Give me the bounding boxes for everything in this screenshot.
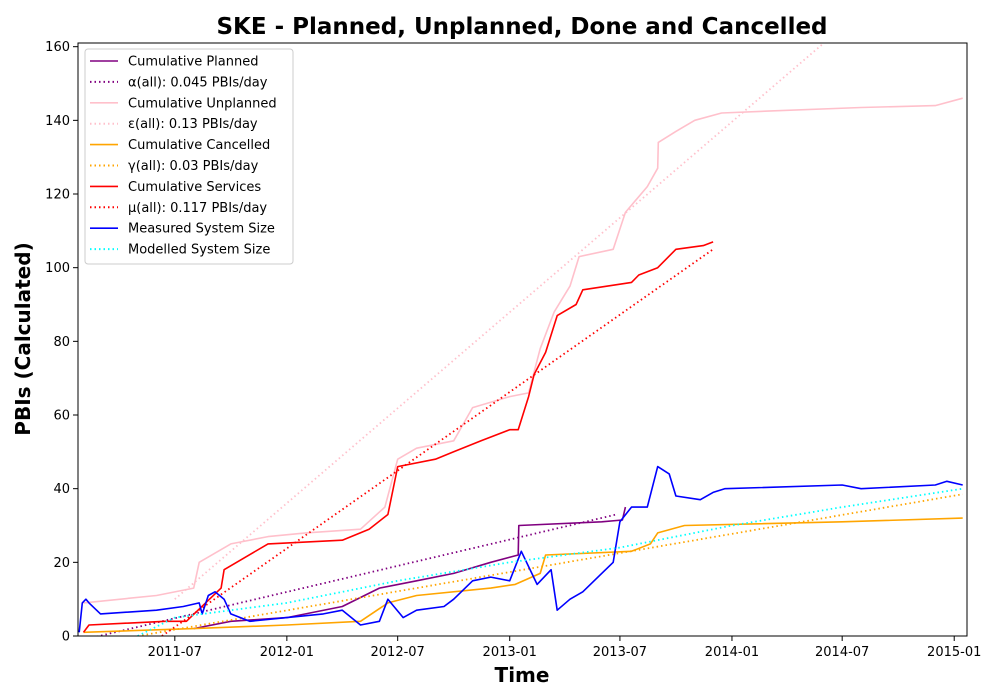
chart-title: SKE - Planned, Unplanned, Done and Cance… (216, 14, 827, 40)
series-line-all-0-117-pbis-day (161, 248, 714, 636)
y-tick-label: 80 (53, 335, 70, 350)
legend-box (84, 48, 294, 265)
series-line-measured-system-size (78, 465, 963, 633)
y-tick-label: 140 (45, 114, 70, 129)
legend-entry: Cumulative Cancelled (128, 138, 270, 153)
legend-entry: Modelled System Size (128, 243, 270, 258)
y-tick-label: 120 (45, 188, 70, 203)
series-line-cumulative-unplanned (83, 97, 963, 604)
legend-entry: Cumulative Services (128, 180, 261, 195)
y-tick-label: 60 (53, 409, 70, 424)
legend-entry: Cumulative Planned (128, 55, 258, 70)
x-tick-label: 2013-07 (593, 645, 647, 660)
y-tick-label: 100 (45, 261, 70, 276)
legend-entry: μ(all): 0.117 PBIs/day (128, 201, 267, 216)
x-tick-label: 2015-01 (927, 645, 981, 660)
series-line-cumulative-cancelled (83, 517, 963, 634)
series-line-modelled-system-size (137, 487, 963, 636)
legend-entry: γ(all): 0.03 PBIs/day (128, 159, 259, 174)
series-line-all-0-13-pbis-day (174, 43, 825, 600)
x-tick-label: 2014-01 (705, 645, 759, 660)
x-tick-label: 2012-07 (371, 645, 425, 660)
x-axis-label: Time (495, 663, 550, 687)
series-line-cumulative-services (82, 241, 714, 633)
legend-entry: α(all): 0.045 PBIs/day (128, 75, 268, 90)
y-tick-label: 0 (62, 630, 70, 645)
series-line-all-0-03-pbis-day (137, 493, 963, 636)
y-axis-label: PBIs (Calculated) (11, 242, 35, 435)
y-tick-label: 20 (53, 556, 70, 571)
plot-lines (78, 43, 963, 636)
legend: Cumulative Planned α(all): 0.045 PBIs/day… (84, 48, 294, 265)
legend-entry: ε(all): 0.13 PBIs/day (128, 117, 258, 132)
plot-frame (77, 42, 968, 637)
x-tick-label: 2012-01 (260, 645, 314, 660)
x-tick-label: 2011-07 (148, 645, 202, 660)
y-tick-label: 160 (45, 40, 70, 55)
legend-entry: Cumulative Unplanned (128, 96, 277, 111)
x-tick-label: 2013-01 (483, 645, 537, 660)
x-tick-label: 2014-07 (815, 645, 869, 660)
series-line-all-0-045-pbis-day (95, 513, 617, 636)
axis-ticks: 0 20 40 60 80 100 120 140 160 2011-07 2012-01 2012-… (45, 40, 981, 660)
y-tick-label: 40 (53, 482, 70, 497)
legend-entry: Measured System Size (128, 222, 275, 237)
